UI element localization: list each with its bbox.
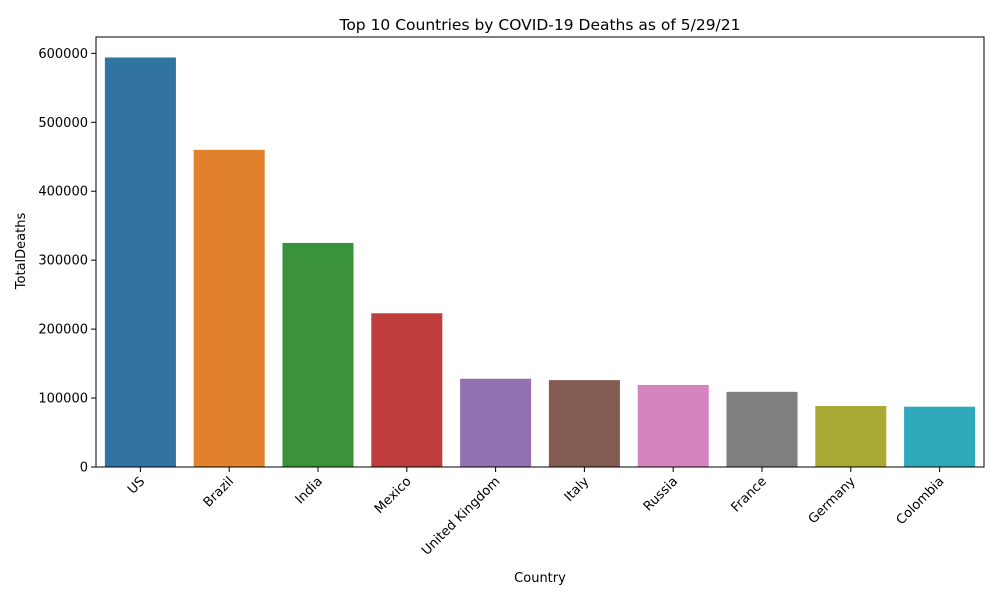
x-tick-label: Brazil	[201, 474, 237, 510]
x-tick-label: Mexico	[372, 474, 415, 517]
x-tick-label: Colombia	[894, 474, 948, 528]
x-tick-label: Russia	[641, 474, 681, 514]
y-axis-label: TotalDeaths	[14, 213, 29, 291]
bar-brazil	[193, 149, 265, 468]
y-tick-label: 500000	[38, 116, 88, 131]
y-tick-label: 200000	[38, 323, 88, 338]
chart-title: Top 10 Countries by COVID-19 Deaths as o…	[338, 16, 740, 34]
bar-mexico	[371, 313, 443, 467]
bar-russia	[637, 384, 709, 467]
y-tick-label: 100000	[38, 392, 88, 407]
x-tick-label: United Kingdom	[419, 474, 503, 558]
x-tick-label: India	[293, 474, 326, 507]
y-axis: 0 100000 200000 300000 400000 500000 600000	[38, 47, 96, 476]
x-axis-label: Country	[514, 571, 566, 586]
y-tick-label: 0	[80, 461, 88, 476]
bar-india	[282, 242, 354, 467]
bar-italy	[548, 380, 620, 467]
bar-france	[726, 391, 798, 467]
x-tick-label: France	[729, 474, 770, 515]
y-tick-label: 600000	[38, 47, 88, 62]
y-tick-label: 300000	[38, 254, 88, 269]
bar-germany	[815, 405, 887, 467]
x-tick-label: Italy	[562, 474, 593, 505]
x-tick-label: Germany	[806, 474, 859, 527]
plot-border	[95, 36, 985, 468]
x-axis: US Brazil India Mexico United Kingdom Italy Ru…	[125, 467, 947, 559]
y-tick-label: 400000	[38, 185, 88, 200]
plot-frame	[95, 36, 985, 468]
bar-colombia	[904, 406, 976, 467]
x-tick-label: US	[125, 474, 148, 497]
bar-united-kingdom	[460, 378, 532, 467]
bar-us	[104, 57, 176, 467]
bars-group	[104, 57, 976, 468]
